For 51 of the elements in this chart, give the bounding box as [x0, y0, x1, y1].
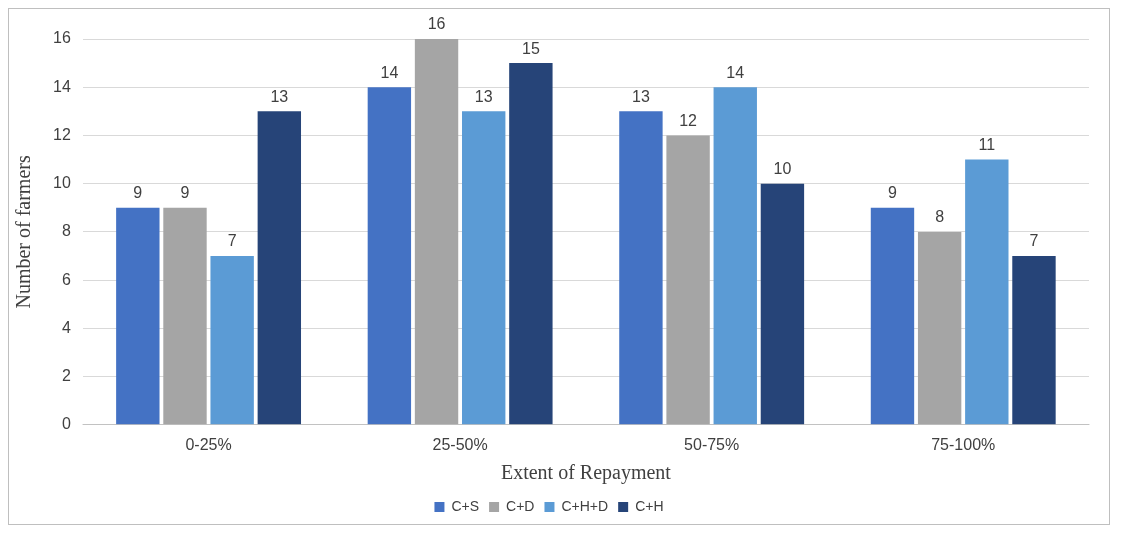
data-label: 13 [632, 87, 650, 105]
bar [666, 135, 710, 425]
data-label: 11 [978, 135, 996, 153]
y-tick-label: 4 [61, 318, 71, 336]
x-tick-label: 0-25% [185, 435, 232, 453]
bar [1012, 256, 1056, 425]
y-tick-label: 14 [53, 77, 71, 95]
legend-label: C+D [506, 497, 535, 514]
bar [619, 111, 663, 425]
bar [870, 207, 915, 425]
bar [210, 256, 254, 425]
data-label: 9 [888, 184, 898, 202]
y-axis-title: Number of farmers [12, 155, 35, 309]
data-label: 8 [935, 208, 945, 226]
legend-label: C+H [635, 497, 664, 514]
data-label: 15 [521, 39, 540, 57]
y-tick-label: 0 [61, 415, 71, 433]
data-label: 7 [227, 232, 237, 250]
bar [917, 231, 962, 425]
y-tick-label: 8 [61, 222, 71, 240]
bar [713, 87, 757, 425]
bar [257, 111, 302, 425]
data-label: 13 [270, 87, 289, 105]
data-label: 14 [726, 63, 745, 81]
bar [116, 207, 160, 425]
data-label: 13 [474, 87, 493, 105]
y-tick-label: 2 [61, 366, 71, 384]
bar [462, 111, 506, 425]
x-tick-label: 75-100% [931, 435, 996, 453]
x-tick-label: 50-75% [684, 435, 740, 453]
data-label: 12 [679, 111, 698, 129]
bar [163, 207, 207, 425]
data-label: 16 [427, 15, 446, 33]
y-tick-label: 6 [61, 270, 71, 288]
data-label: 7 [1029, 232, 1039, 250]
y-tick-label: 10 [53, 174, 71, 192]
x-axis-title: Extent of Repayment [500, 461, 672, 485]
data-label: 14 [380, 63, 399, 81]
y-tick-label: 12 [53, 125, 71, 143]
bar [509, 63, 553, 425]
x-tick-label: 25-50% [432, 435, 488, 453]
bar [760, 183, 805, 425]
legend-label: C+S [451, 497, 480, 514]
bar [414, 39, 459, 425]
data-label: 9 [133, 184, 143, 202]
bar [367, 87, 412, 425]
legend-label: C+H+D [561, 497, 609, 514]
y-tick-label: 16 [53, 29, 71, 47]
data-label: 9 [180, 184, 190, 202]
data-label: 10 [773, 160, 792, 178]
bar [965, 159, 1009, 425]
